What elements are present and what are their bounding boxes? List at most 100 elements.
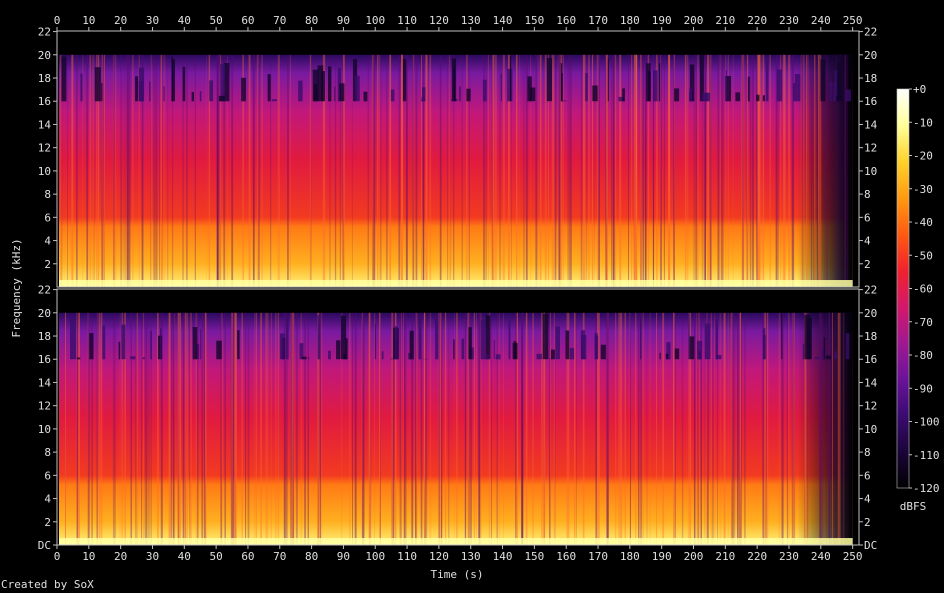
- streak: [719, 312, 722, 545]
- streak: [231, 312, 233, 545]
- x-tick-label-top: 110: [397, 14, 417, 27]
- streak: [554, 54, 557, 288]
- streak: [777, 54, 779, 288]
- streak: [399, 312, 402, 545]
- y-tick-label-left: 8: [44, 446, 51, 459]
- gap: [735, 92, 741, 102]
- streak: [710, 312, 712, 545]
- gap: [394, 326, 398, 360]
- x-tick-label-top: 60: [241, 14, 254, 27]
- gap: [354, 75, 360, 102]
- streak: [141, 54, 144, 288]
- streak: [304, 312, 306, 545]
- streak: [591, 54, 594, 288]
- streak: [205, 312, 207, 545]
- streak: [478, 312, 480, 545]
- streak: [150, 54, 153, 288]
- streak: [804, 312, 807, 545]
- streak: [698, 312, 700, 545]
- streak: [405, 54, 408, 288]
- streak: [317, 312, 319, 545]
- streak: [698, 312, 699, 545]
- y-tick-label-right: 2: [864, 516, 871, 529]
- streak: [470, 312, 472, 545]
- y-tick-label-left: 6: [44, 211, 51, 224]
- streak: [361, 312, 363, 545]
- streak: [791, 312, 794, 545]
- streak: [374, 312, 376, 545]
- streak: [171, 54, 174, 288]
- streak: [216, 54, 218, 288]
- streak: [742, 54, 744, 288]
- gap: [209, 80, 214, 102]
- streak: [252, 54, 254, 288]
- streak: [423, 54, 425, 288]
- streak: [368, 312, 371, 545]
- streak: [256, 312, 257, 545]
- streak: [757, 54, 760, 288]
- streak: [371, 54, 374, 288]
- streak: [613, 54, 615, 288]
- streak: [130, 54, 131, 288]
- gap: [118, 341, 121, 360]
- y-tick-label-right: 2: [864, 258, 871, 271]
- streak: [704, 312, 706, 545]
- streak: [100, 312, 103, 545]
- gap: [328, 350, 331, 360]
- gap: [218, 95, 225, 102]
- streak: [684, 54, 687, 288]
- x-tick-label-top: 40: [178, 14, 191, 27]
- gap: [508, 320, 511, 360]
- y-tick-label-right: 14: [864, 376, 878, 389]
- streak: [339, 54, 341, 288]
- gap: [466, 88, 471, 102]
- streak: [96, 312, 98, 545]
- streak: [557, 54, 559, 288]
- gap: [845, 89, 851, 102]
- streak: [499, 54, 502, 288]
- streak: [395, 312, 397, 545]
- streak: [483, 54, 485, 288]
- streak: [132, 54, 134, 288]
- x-tick-label-top: 240: [811, 14, 831, 27]
- streak: [653, 54, 655, 288]
- y-tick-label-right: 22: [864, 284, 877, 297]
- streak: [174, 312, 176, 545]
- gap: [298, 80, 303, 102]
- streak: [220, 312, 222, 545]
- gap: [688, 313, 690, 360]
- streak: [618, 312, 620, 545]
- streak: [177, 312, 180, 545]
- gap: [317, 315, 321, 360]
- streak: [693, 54, 695, 288]
- streak: [448, 312, 450, 545]
- streak: [752, 54, 754, 288]
- streak: [289, 54, 291, 288]
- streak: [182, 54, 184, 288]
- gap: [776, 69, 783, 102]
- x-tick-label-top: 200: [684, 14, 704, 27]
- streak: [746, 54, 749, 288]
- streak: [588, 54, 590, 288]
- streak: [422, 54, 424, 288]
- streak: [379, 54, 381, 288]
- streak: [87, 312, 90, 545]
- streak: [492, 54, 495, 288]
- colorbar-tick-label: -50: [913, 249, 933, 262]
- streak: [234, 312, 237, 545]
- y-tick-label-left: 12: [38, 142, 51, 155]
- streak: [146, 312, 148, 545]
- streak: [220, 54, 222, 288]
- streak: [819, 54, 822, 288]
- streak: [248, 54, 251, 288]
- gap: [495, 354, 501, 360]
- streak: [521, 312, 523, 545]
- streak: [136, 312, 139, 545]
- streak: [832, 312, 833, 545]
- streak: [195, 312, 198, 545]
- streak: [576, 312, 577, 545]
- streak: [762, 312, 765, 545]
- x-tick-label-top: 230: [779, 14, 799, 27]
- streak: [806, 312, 809, 545]
- gap: [57, 77, 59, 102]
